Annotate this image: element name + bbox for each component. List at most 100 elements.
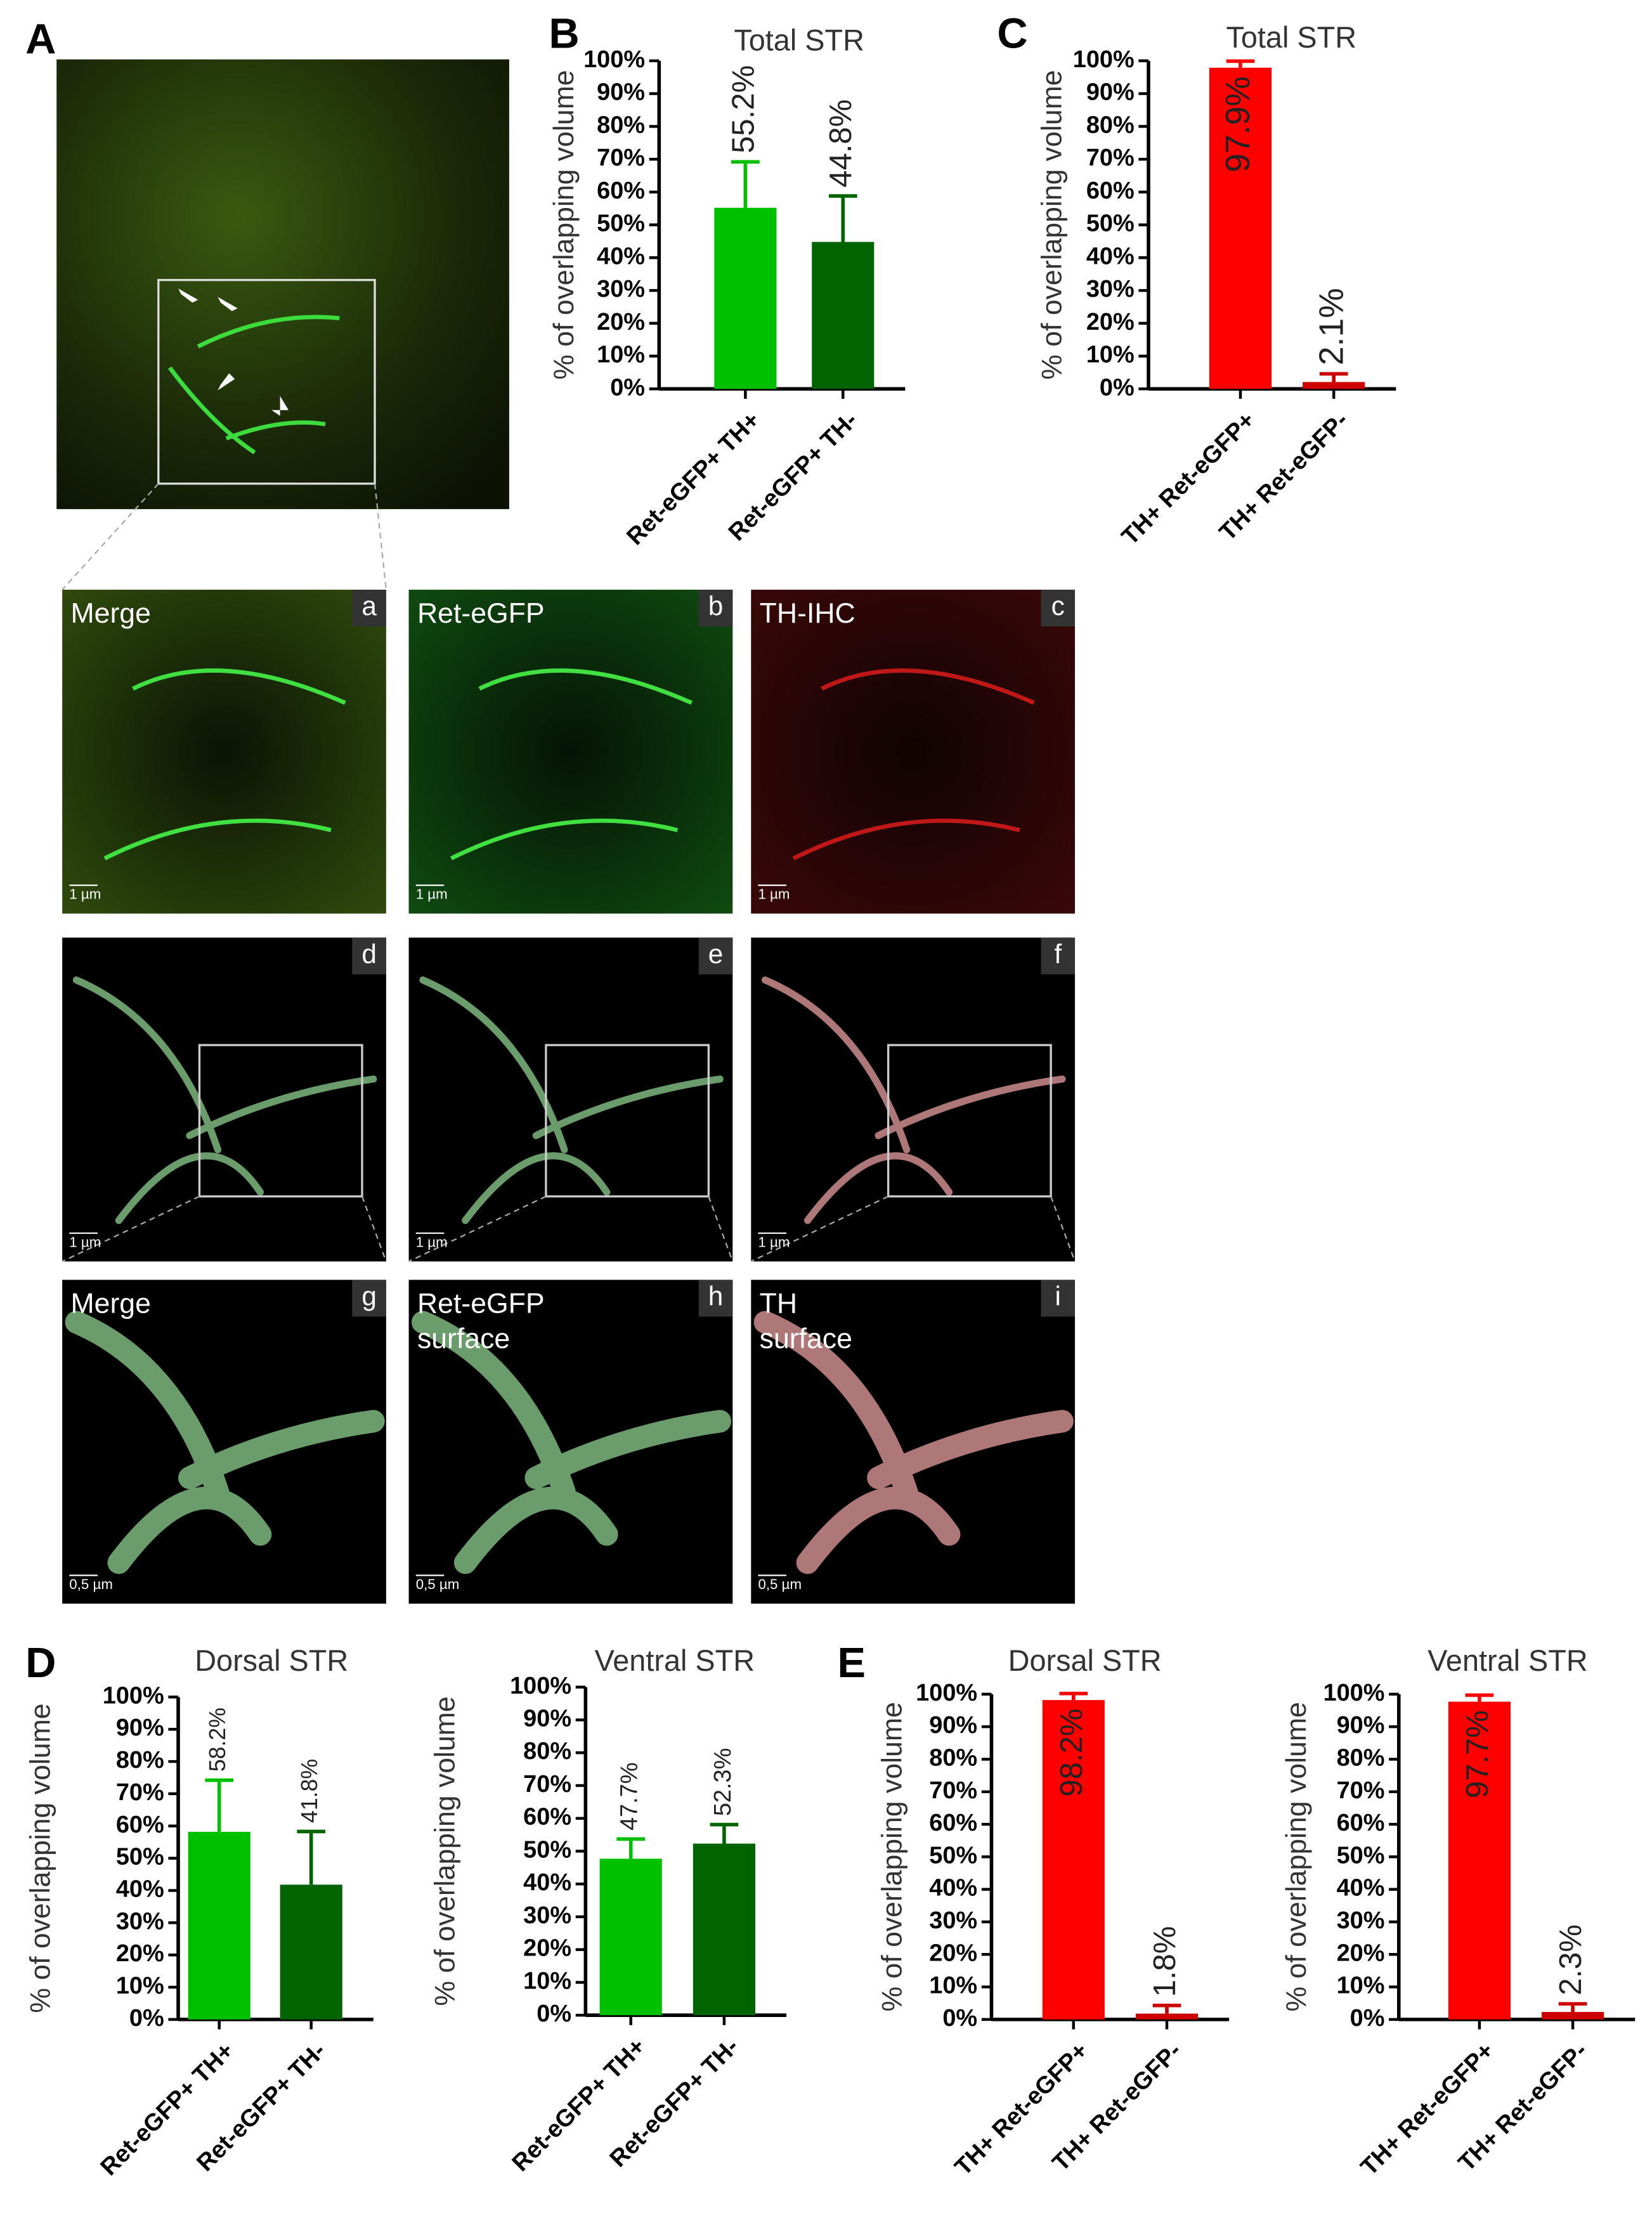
scale-label: 0,5 µm — [416, 1576, 460, 1592]
panel-label: TH — [760, 1288, 797, 1319]
y-tick-label: 100% — [583, 46, 645, 73]
y-tick-label: 40% — [597, 243, 645, 269]
y-tick-label: 100% — [103, 1682, 164, 1709]
y-tick-label: 30% — [523, 1902, 571, 1929]
y-tick-label: 0% — [1350, 2005, 1385, 2032]
letter-box — [698, 937, 733, 975]
error-bar — [1226, 59, 1255, 68]
value-label: 52.3% — [710, 1748, 736, 1816]
panel-letter: C — [997, 10, 1027, 58]
y-tick-label: 10% — [597, 342, 645, 368]
y-tick-label: 30% — [597, 276, 645, 302]
bar — [1042, 1700, 1105, 2020]
letter-box — [352, 590, 386, 627]
arrows — [178, 288, 289, 416]
surface — [753, 1311, 1074, 1574]
letter-box — [1041, 1280, 1076, 1317]
letter-box — [1041, 590, 1076, 627]
y-tick-label: 0% — [129, 2005, 164, 2032]
y-tick-label: 40% — [523, 1869, 571, 1896]
scale-label: 1 µm — [416, 1234, 448, 1250]
y-axis-label: % of overlapping volume — [25, 1703, 56, 2013]
error-bar — [828, 194, 857, 242]
y-axis-label: % of overlapping volume — [1281, 1702, 1312, 2011]
y-axis-label: % of overlapping volume — [1036, 70, 1067, 379]
y-tick-label: 70% — [1086, 145, 1135, 171]
error-bar — [1558, 2002, 1587, 2013]
panel-label: Merge — [71, 1288, 151, 1319]
y-tick-label: 40% — [1337, 1875, 1385, 1902]
scale-label: 1 µm — [758, 886, 790, 902]
zoom-box — [545, 1044, 710, 1198]
y-tick-label: 70% — [929, 1777, 977, 1804]
y-tick-label: 70% — [1337, 1777, 1385, 1804]
letter-box — [698, 590, 733, 627]
y-tick-label: 70% — [597, 145, 645, 171]
error-bar — [616, 1837, 646, 1859]
value-label: 2.1% — [1313, 288, 1350, 365]
y-tick-label: 20% — [597, 309, 645, 335]
y-tick-label: 30% — [116, 1908, 164, 1935]
value-label: 44.8% — [824, 100, 858, 188]
micrograph — [751, 937, 1076, 1262]
zoom-box — [887, 1044, 1052, 1198]
panel-label: surface — [417, 1323, 510, 1354]
y-tick-label: 90% — [1086, 79, 1135, 106]
y-tick-label: 80% — [597, 112, 645, 138]
scale-label: 1 µm — [69, 886, 101, 902]
surface — [72, 976, 377, 1224]
error-bar — [1319, 372, 1348, 382]
value-label: 55.2% — [726, 65, 760, 153]
y-tick-label: 50% — [1337, 1842, 1385, 1869]
image-panels: a Merge 1 µm b Ret-eGFP 1 µm c TH-IHC 1 µm d 1 µm e… — [62, 590, 1076, 1604]
error-bar — [1059, 1692, 1088, 1701]
zoom-line — [408, 1195, 547, 1262]
y-tick-label: 0% — [610, 374, 645, 401]
y-tick-label: 40% — [929, 1875, 977, 1902]
y-tick-label: 60% — [523, 1804, 571, 1831]
panel-letter: A — [25, 16, 56, 63]
zoom-line — [361, 1196, 387, 1262]
y-tick-label: 30% — [929, 1907, 977, 1934]
letter-box — [1041, 937, 1076, 975]
y-tick-label: 20% — [1086, 309, 1135, 335]
y-tick-label: 60% — [597, 178, 645, 204]
scale-label: 0,5 µm — [758, 1576, 802, 1592]
y-tick-label: 70% — [116, 1779, 164, 1806]
y-tick-label: 10% — [1337, 1973, 1385, 1999]
panel-letter: B — [549, 10, 579, 58]
panel-letter: e — [708, 939, 724, 969]
bar — [1135, 2013, 1199, 2020]
y-tick-label: 0% — [1100, 374, 1135, 401]
y-tick-label: 100% — [510, 1673, 571, 1699]
micrograph — [751, 590, 1076, 914]
zoom-line — [374, 483, 387, 590]
y-tick-label: 80% — [116, 1747, 164, 1774]
zoom-box — [198, 1044, 363, 1198]
panel-letter: E — [837, 1639, 866, 1687]
letter-box — [352, 937, 386, 975]
chart-title: Dorsal STR — [195, 1644, 348, 1677]
bar — [1303, 382, 1365, 389]
panel-label: surface — [760, 1323, 852, 1354]
chart-title: Total STR — [734, 23, 864, 56]
y-tick-label: 90% — [116, 1715, 164, 1741]
y-axis-label: % of overlapping volume — [876, 1702, 907, 2011]
panel-letter: c — [1051, 591, 1065, 621]
y-tick-label: 60% — [929, 1810, 977, 1836]
y-tick-label: 90% — [597, 79, 645, 106]
y-tick-label: 20% — [116, 1940, 164, 1967]
y-tick-label: 90% — [929, 1712, 977, 1739]
zoom-line — [708, 1196, 734, 1262]
y-tick-label: 20% — [1337, 1940, 1385, 1966]
fiber — [167, 315, 340, 455]
zoom-line — [750, 1195, 889, 1262]
zoom-line — [62, 1195, 200, 1262]
letter-box — [698, 1280, 733, 1317]
y-tick-label: 50% — [1086, 211, 1135, 237]
panel-letter: g — [361, 1281, 377, 1311]
charts: B Total STR % of overlapping volume 0% 10% 20… — [25, 10, 1636, 2181]
zoom-box — [157, 278, 376, 485]
